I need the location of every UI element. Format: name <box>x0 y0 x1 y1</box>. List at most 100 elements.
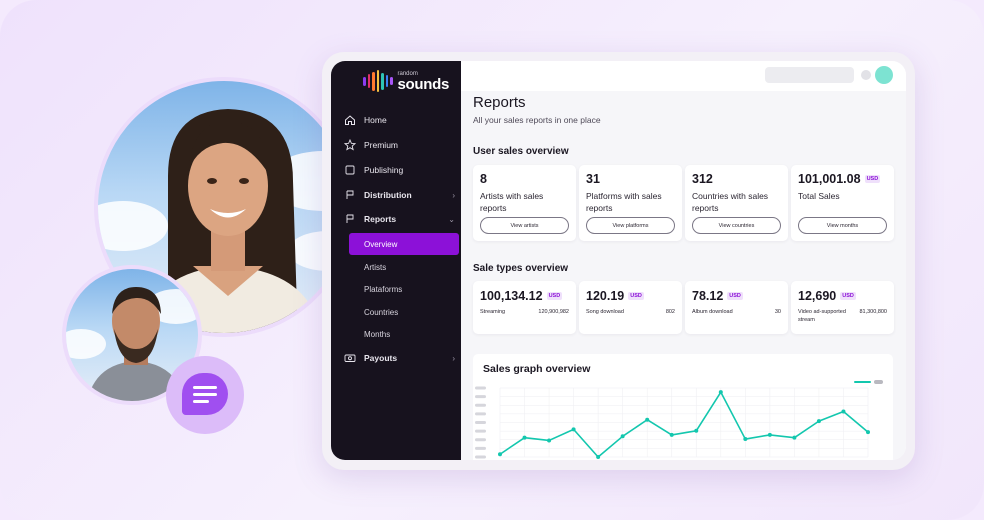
page-title: Reports <box>473 94 526 111</box>
payouts-icon <box>344 352 356 364</box>
legend-series-marker <box>854 381 871 383</box>
sidebar-subitem-label: Artists <box>364 262 387 272</box>
avatar[interactable] <box>875 66 893 84</box>
data-point[interactable] <box>547 438 552 443</box>
chat-button[interactable] <box>166 356 244 434</box>
y-tick-label <box>475 412 486 416</box>
y-tick-label <box>475 446 486 450</box>
view-countries-button[interactable]: View countries <box>692 217 781 234</box>
sidebar-item-label: Payouts <box>364 353 398 363</box>
usd-badge: USD <box>840 292 856 300</box>
sale-type-name: Streaming <box>480 309 506 315</box>
y-tick-label <box>475 386 486 390</box>
data-point[interactable] <box>571 427 576 432</box>
page-subtitle: All your sales reports in one place <box>473 115 601 125</box>
main-content: Reports All your sales reports in one pl… <box>461 61 906 460</box>
sale-type-name: Video ad-supported stream <box>798 309 846 323</box>
data-point[interactable] <box>596 455 601 459</box>
sale-type-card: 120.19 USD Song download 802 <box>579 281 682 334</box>
sidebar-subitem-artists[interactable]: Artists <box>349 256 459 278</box>
search-input[interactable] <box>765 67 854 83</box>
sales-graph-card: Sales graph overview <box>473 354 893 460</box>
sidebar-item-home[interactable]: Home <box>331 109 461 131</box>
card-value: 12,690 USD <box>798 289 856 303</box>
card-label: Total Sales <box>798 191 840 201</box>
data-point[interactable] <box>743 437 748 442</box>
y-tick-label <box>475 395 486 399</box>
data-point[interactable] <box>816 419 821 424</box>
logo-icon <box>363 70 393 92</box>
user-sales-card: 8 Artists with sales reports View artist… <box>473 165 576 241</box>
sidebar-item-premium[interactable]: Premium <box>331 134 461 156</box>
sale-type-count: 81,300,800 <box>859 309 887 315</box>
sidebar-item-label: Premium <box>364 140 399 150</box>
man-avatar <box>62 265 202 405</box>
sidebar-subitem-plataforms[interactable]: Plataforms <box>349 278 459 300</box>
chevron-right-icon: › <box>452 353 455 363</box>
card-label: Artists with sales reports <box>480 191 544 213</box>
sidebar-item-label: Home <box>364 115 387 125</box>
y-tick-label <box>475 455 486 459</box>
user-sales-card: 312 Countries with sales reports View co… <box>685 165 788 241</box>
data-point[interactable] <box>620 434 625 439</box>
logo-big-text: sounds <box>397 75 450 93</box>
data-point[interactable] <box>767 432 772 437</box>
y-tick-label <box>475 438 486 442</box>
sidebar-subitem-overview[interactable]: Overview <box>349 233 459 255</box>
chevron-right-icon: › <box>452 190 455 200</box>
data-point[interactable] <box>694 428 699 433</box>
sale-type-count: 30 <box>774 309 781 315</box>
y-tick-label <box>475 403 486 407</box>
view-artists-button[interactable]: View artists <box>480 217 569 234</box>
card-value: 120.19 USD <box>586 289 644 303</box>
sidebar-subitem-label: Months <box>364 329 391 339</box>
view-months-button[interactable]: View months <box>798 217 887 234</box>
notification-icon[interactable] <box>861 70 871 80</box>
sidebar-item-label: Distribution <box>364 190 412 200</box>
sidebar-item-distribution[interactable]: Distribution › <box>331 184 461 206</box>
view-platforms-button[interactable]: View platforms <box>586 217 675 234</box>
y-tick-label <box>475 421 486 424</box>
sidebar-subitem-months[interactable]: Months <box>349 323 459 345</box>
sale-type-count: 120,900,982 <box>538 309 569 315</box>
data-point[interactable] <box>669 432 674 437</box>
app-screen: random sounds Home Premium Publishing <box>331 61 906 460</box>
data-point[interactable] <box>718 390 723 395</box>
sales-line-chart <box>475 386 870 459</box>
user-sales-card: 31 Platforms with sales reports View pla… <box>579 165 682 241</box>
data-point[interactable] <box>866 430 870 435</box>
sidebar-subitem-label: Countries <box>364 307 399 317</box>
sale-type-count: 802 <box>665 309 675 315</box>
sale-type-name: Album download <box>692 309 733 315</box>
data-point[interactable] <box>522 435 527 440</box>
sidebar-item-label: Publishing <box>364 165 404 175</box>
logo[interactable]: random sounds <box>363 69 449 93</box>
sidebar-item-publishing[interactable]: Publishing <box>331 159 461 181</box>
card-value: 312 <box>692 172 713 186</box>
usd-badge: USD <box>546 292 563 300</box>
legend-toggle[interactable] <box>874 380 883 384</box>
sidebar-item-payouts[interactable]: Payouts › <box>331 347 461 369</box>
data-point[interactable] <box>645 417 650 422</box>
top-bar <box>461 61 906 91</box>
data-point[interactable] <box>841 409 846 414</box>
card-value: 8 <box>480 172 487 186</box>
sidebar-subitem-label: Overview <box>364 239 398 249</box>
chevron-down-icon: ⌄ <box>448 214 455 224</box>
card-value: 100,134.12 USD <box>480 289 563 303</box>
data-point[interactable] <box>498 452 502 457</box>
chat-icon <box>182 373 228 415</box>
usd-badge: USD <box>727 292 743 300</box>
card-value: 78.12 USD <box>692 289 743 303</box>
publishing-icon <box>344 164 356 176</box>
sale-type-name: Song download <box>586 309 624 315</box>
y-tick-label <box>475 429 486 433</box>
sidebar-subitem-countries[interactable]: Countries <box>349 301 459 323</box>
data-point[interactable] <box>792 435 797 440</box>
sale-type-card: 78.12 USD Album download 30 <box>685 281 788 334</box>
user-sales-card: 101,001.08 USD Total Sales View months <box>791 165 894 241</box>
sidebar-item-reports[interactable]: Reports ⌄ <box>331 208 461 230</box>
usd-badge: USD <box>628 292 644 300</box>
sale-type-card: 100,134.12 USD Streaming 120,900,982 <box>473 281 576 334</box>
sidebar: random sounds Home Premium Publishing <box>331 61 461 460</box>
